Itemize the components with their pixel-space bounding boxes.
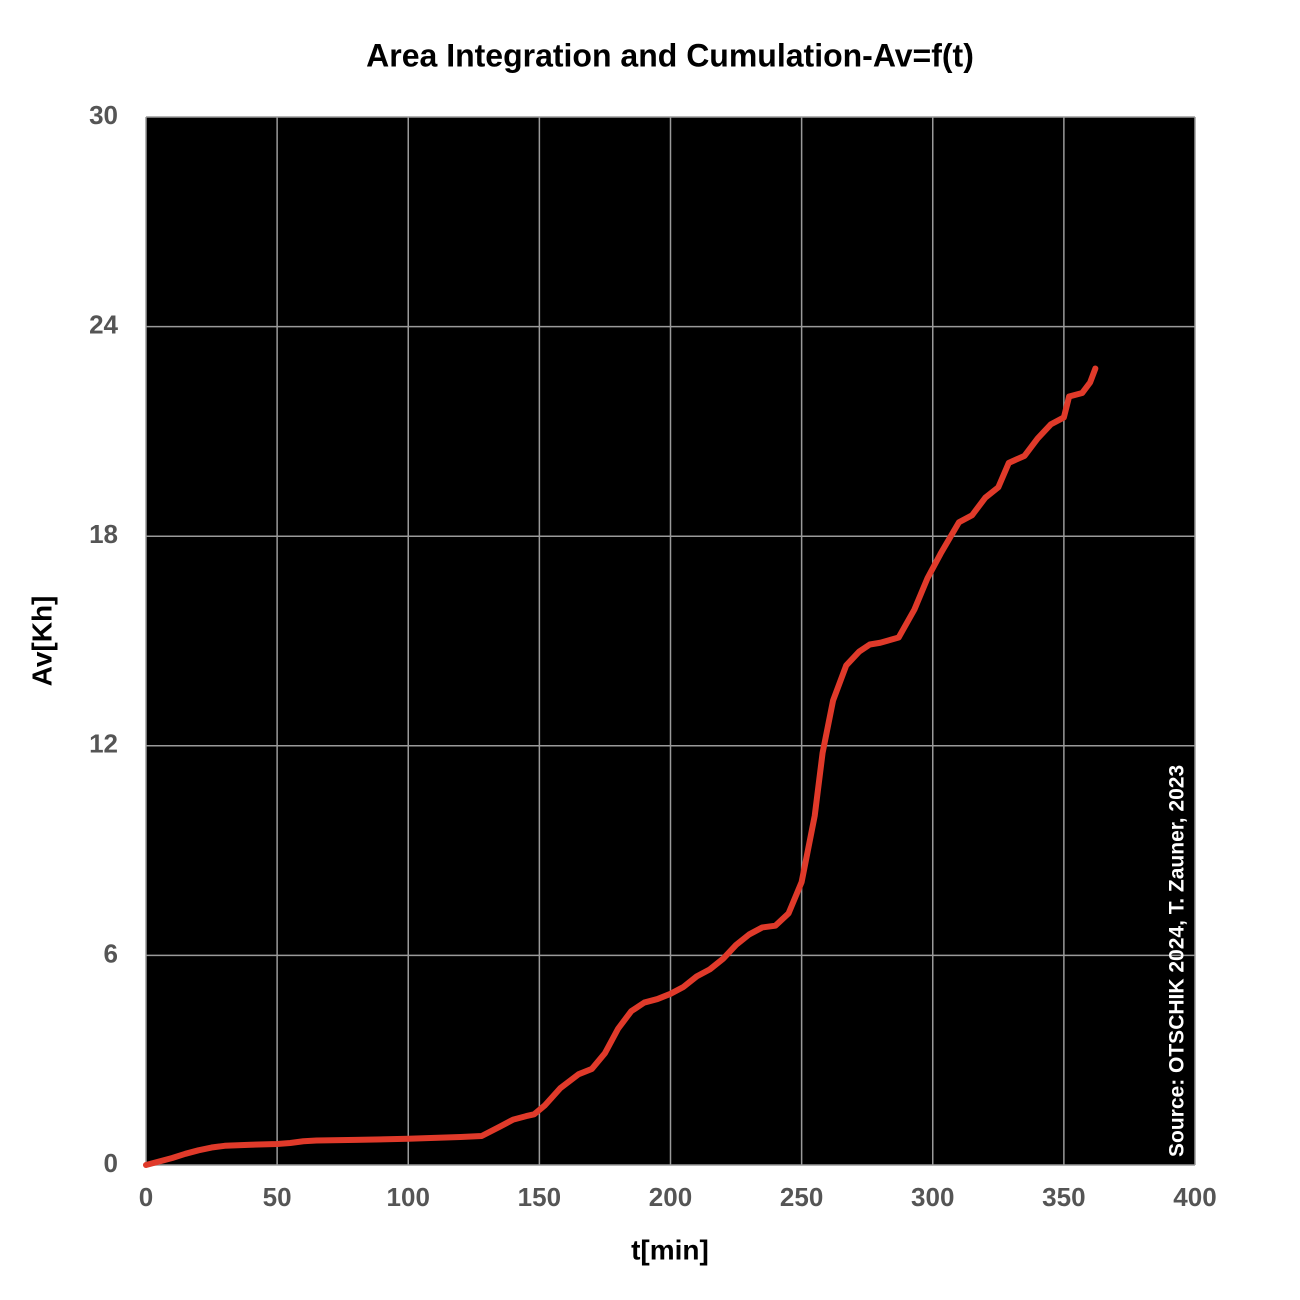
chart-title: Area Integration and Cumulation-Av=f(t) <box>366 37 974 73</box>
y-tick-label: 0 <box>104 1148 118 1178</box>
y-axis-label: Av[Kh] <box>26 596 57 687</box>
x-tick-label: 300 <box>911 1182 954 1212</box>
y-tick-label: 24 <box>89 309 118 339</box>
y-tick-label: 6 <box>104 938 118 968</box>
x-tick-label: 0 <box>139 1182 153 1212</box>
x-tick-label: 400 <box>1173 1182 1216 1212</box>
x-tick-label: 100 <box>387 1182 430 1212</box>
data-line <box>143 365 1099 1168</box>
x-tick-label: 250 <box>780 1182 823 1212</box>
y-tick-label: 18 <box>89 519 118 549</box>
x-tick-label: 350 <box>1042 1182 1085 1212</box>
x-tick-label: 200 <box>649 1182 692 1212</box>
x-axis-label: t[min] <box>631 1234 709 1265</box>
y-tick-label: 30 <box>89 100 118 130</box>
y-tick-label: 12 <box>89 729 118 759</box>
x-tick-label: 50 <box>263 1182 292 1212</box>
x-tick-label: 150 <box>518 1182 561 1212</box>
annotation: Source: OTSCHIK 2024, T. Zauner, 2023 <box>1166 765 1189 1157</box>
